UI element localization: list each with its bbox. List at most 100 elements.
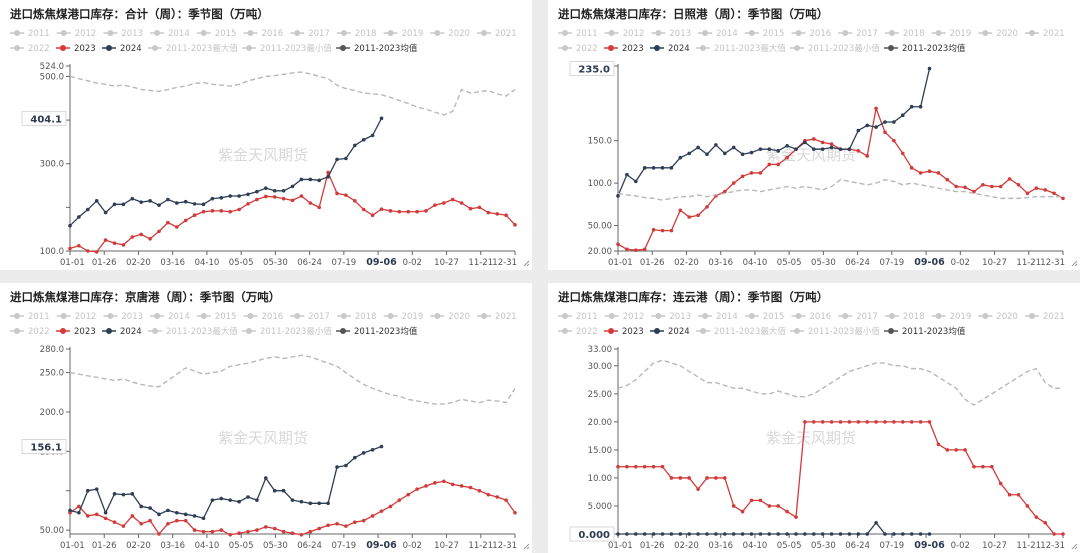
legend-item-2024[interactable]: 2024 [650, 44, 690, 54]
legend-item-2013[interactable]: 2013 [103, 29, 143, 39]
legend-item-2024[interactable]: 2024 [102, 327, 142, 337]
legend-label: 2024 [120, 327, 142, 337]
series-point-2024 [121, 202, 126, 207]
legend-item-2017[interactable]: 2017 [290, 29, 330, 39]
legend-dot-icon [294, 30, 301, 36]
legend-item-2019[interactable]: 2019 [383, 29, 424, 39]
x-tick-label: 10-27 [434, 541, 459, 551]
legend-item-2019[interactable]: 2019 [931, 29, 972, 39]
legend-label: 2019 [402, 29, 424, 39]
legend-item-2013[interactable]: 2013 [103, 312, 143, 322]
legend-item-2018[interactable]: 2018 [884, 29, 925, 39]
series-point-2024 [740, 152, 745, 157]
legend-item-2019[interactable]: 2019 [383, 312, 424, 322]
legend-item-2023[interactable]: 2023 [604, 327, 644, 337]
legend-item-2015[interactable]: 2015 [196, 29, 237, 39]
legend-item-2015[interactable]: 2015 [196, 312, 237, 322]
legend-item-2011-2023最小值[interactable]: 2011-2023最小值 [790, 43, 880, 54]
legend-item-2020[interactable]: 2020 [978, 29, 1018, 39]
series-point-2023 [981, 183, 985, 187]
legend-item-2022[interactable]: 2022 [558, 327, 598, 337]
legend-item-2011[interactable]: 2011 [10, 29, 50, 39]
series-point-2024 [370, 447, 375, 452]
legend-item-2024[interactable]: 2024 [650, 327, 690, 337]
legend-item-2013[interactable]: 2013 [651, 312, 691, 322]
series-point-2023 [290, 198, 295, 203]
legend-item-2020[interactable]: 2020 [430, 29, 470, 39]
legend-item-2022[interactable]: 2022 [10, 327, 50, 337]
legend-item-2020[interactable]: 2020 [978, 312, 1018, 322]
legend-item-2014[interactable]: 2014 [698, 29, 738, 39]
legend-item-2012[interactable]: 2012 [56, 29, 97, 39]
legend-dot-icon [246, 45, 252, 51]
legend-item-2011-2023均值[interactable]: 2011-2023均值 [336, 326, 418, 337]
legend-item-2022[interactable]: 2022 [10, 44, 50, 54]
chart-jingtang: 进口炼焦煤港口库存：京唐港（周）：季节图（万吨） 2011 2012 2013 2014… [10, 290, 530, 551]
chart-lianyungang: 进口炼焦煤港口库存：连云港（周）：季节图（万吨） 2011 2012 2013 2014… [558, 290, 1078, 551]
legend-item-2011-2023最小值[interactable]: 2011-2023最小值 [242, 43, 332, 54]
y-tick-label: 280.0 [40, 345, 64, 355]
y-tick-label: 25.00 [588, 390, 612, 400]
legend-item-2021[interactable]: 2021 [1025, 312, 1065, 322]
legend-item-2017[interactable]: 2017 [838, 29, 878, 39]
legend-item-2011[interactable]: 2011 [558, 29, 598, 39]
series-point-2023 [112, 241, 117, 245]
legend-item-2012[interactable]: 2012 [604, 29, 645, 39]
series-point-2023 [785, 155, 789, 160]
legend-item-2011-2023均值[interactable]: 2011-2023均值 [336, 43, 418, 54]
legend-item-2011[interactable]: 2011 [558, 312, 598, 322]
legend-item-2017[interactable]: 2017 [290, 312, 330, 322]
legend-item-2023[interactable]: 2023 [56, 327, 96, 337]
legend-item-2014[interactable]: 2014 [150, 29, 190, 39]
legend-item-2011-2023最大值[interactable]: 2011-2023最大值 [696, 326, 786, 337]
series-point-2023 [388, 209, 393, 213]
legend-label: 2018 [355, 29, 377, 39]
legend-item-2021[interactable]: 2021 [477, 29, 517, 39]
series-point-2023 [192, 528, 197, 532]
legend-item-2011-2023最大值[interactable]: 2011-2023最大值 [696, 43, 786, 54]
legend-item-2022[interactable]: 2022 [558, 44, 598, 54]
series-point-2024 [918, 104, 923, 109]
legend-item-2016[interactable]: 2016 [243, 29, 284, 39]
legend-dot-icon [655, 30, 662, 36]
legend-item-2015[interactable]: 2015 [744, 29, 785, 39]
x-tick-label: 10-27 [434, 258, 459, 268]
legend-item-2013[interactable]: 2013 [651, 29, 691, 39]
legend-item-2011-2023最小值[interactable]: 2011-2023最小值 [242, 326, 332, 337]
legend-item-2011-2023最大值[interactable]: 2011-2023最大值 [148, 326, 238, 337]
legend-item-2023[interactable]: 2023 [604, 44, 644, 54]
legend-label: 2021 [495, 29, 517, 39]
legend-item-2012[interactable]: 2012 [56, 312, 97, 322]
legend-item-2011-2023最小值[interactable]: 2011-2023最小值 [790, 326, 880, 337]
series-point-2024 [361, 137, 366, 142]
legend-item-2016[interactable]: 2016 [243, 312, 284, 322]
legend-item-2020[interactable]: 2020 [430, 312, 470, 322]
legend-label: 2011-2023最小值 [808, 43, 880, 54]
legend-item-2017[interactable]: 2017 [838, 312, 878, 322]
legend-item-2015[interactable]: 2015 [744, 312, 785, 322]
legend-item-2024[interactable]: 2024 [102, 44, 142, 54]
legend-item-2023[interactable]: 2023 [56, 44, 96, 54]
legend-item-2021[interactable]: 2021 [477, 312, 517, 322]
legend-label: 2022 [576, 44, 598, 54]
legend-item-2021[interactable]: 2021 [1025, 29, 1065, 39]
legend-item-2018[interactable]: 2018 [336, 312, 377, 322]
legend-item-2011-2023均值[interactable]: 2011-2023均值 [884, 43, 966, 54]
series-point-2023 [678, 208, 683, 213]
legend-item-2014[interactable]: 2014 [150, 312, 190, 322]
legend-item-2011-2023均值[interactable]: 2011-2023均值 [884, 326, 966, 337]
series-point-2024 [299, 177, 304, 182]
legend-item-2014[interactable]: 2014 [698, 312, 738, 322]
legend-item-2011[interactable]: 2011 [10, 312, 50, 322]
series-point-2023 [954, 448, 958, 452]
legend-item-2016[interactable]: 2016 [791, 29, 832, 39]
series-point-2023 [723, 476, 727, 480]
legend-item-2016[interactable]: 2016 [791, 312, 832, 322]
series-point-2023 [803, 420, 807, 424]
legend-item-2019[interactable]: 2019 [931, 312, 972, 322]
legend-item-2012[interactable]: 2012 [604, 312, 645, 322]
legend-item-2018[interactable]: 2018 [884, 312, 925, 322]
legend-item-2018[interactable]: 2018 [336, 29, 377, 39]
legend-item-2011-2023最大值[interactable]: 2011-2023最大值 [148, 43, 238, 54]
series-point-2023 [442, 201, 446, 205]
